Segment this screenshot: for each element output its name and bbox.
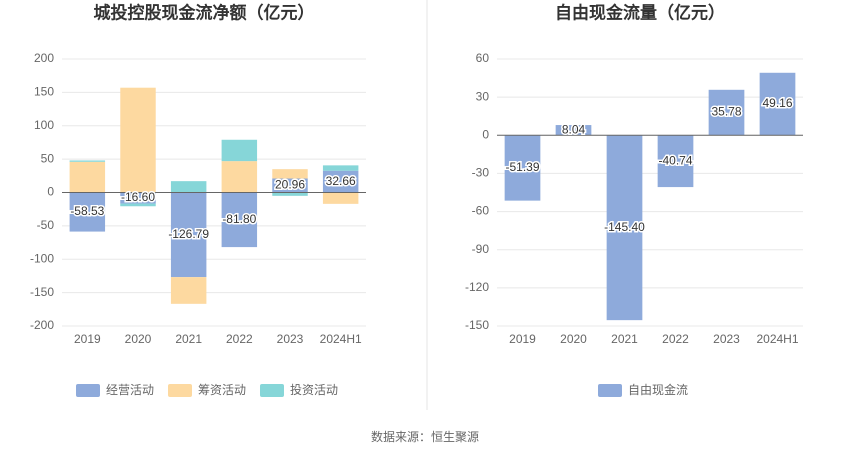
legend-swatch bbox=[168, 384, 192, 397]
y-tick-label: 50 bbox=[41, 151, 55, 165]
bar bbox=[69, 192, 106, 232]
bar bbox=[322, 192, 359, 204]
x-tick-label: 2023 bbox=[713, 332, 740, 346]
bar bbox=[170, 181, 207, 193]
bar bbox=[322, 170, 359, 193]
x-tick-label: 2024H1 bbox=[756, 332, 798, 346]
bar bbox=[69, 160, 106, 162]
x-tick-label: 2021 bbox=[611, 332, 638, 346]
legend-label: 投资活动 bbox=[290, 382, 338, 397]
bar bbox=[759, 72, 796, 136]
y-tick-label: -150 bbox=[30, 285, 54, 299]
value-label: 35.78 bbox=[711, 105, 741, 119]
bar bbox=[120, 203, 156, 207]
value-label: -145.40 bbox=[604, 220, 645, 234]
bar bbox=[272, 192, 308, 196]
y-tick-label: 100 bbox=[34, 118, 54, 132]
value-label: -16.60 bbox=[121, 190, 155, 204]
legend-label: 经营活动 bbox=[106, 383, 154, 397]
x-tick-label: 2020 bbox=[560, 332, 587, 346]
y-tick-label: -60 bbox=[472, 204, 490, 218]
legend-swatch bbox=[260, 384, 284, 397]
legend-swatch bbox=[76, 384, 100, 397]
y-tick-label: 0 bbox=[482, 127, 489, 141]
value-label: -126.79 bbox=[168, 227, 209, 241]
value-label: 49.16 bbox=[762, 96, 792, 110]
x-tick-label: 2021 bbox=[175, 332, 202, 346]
chart-title: 城投控股现金流净额（亿元） bbox=[94, 2, 315, 22]
bar bbox=[120, 87, 156, 193]
x-tick-label: 2019 bbox=[74, 332, 101, 346]
bar bbox=[555, 125, 592, 136]
x-tick-label: 2023 bbox=[277, 332, 304, 346]
x-tick-label: 2022 bbox=[226, 332, 253, 346]
value-label: -58.53 bbox=[70, 204, 104, 218]
bar bbox=[120, 192, 156, 204]
value-label: -51.39 bbox=[505, 160, 539, 174]
bar bbox=[504, 135, 541, 201]
bar bbox=[657, 135, 694, 188]
value-label: 32.66 bbox=[326, 174, 356, 188]
bar bbox=[170, 192, 207, 278]
bar bbox=[272, 169, 308, 179]
bar bbox=[606, 135, 643, 321]
x-tick-label: 2020 bbox=[125, 332, 152, 346]
bar bbox=[69, 161, 106, 193]
y-tick-label: -200 bbox=[30, 318, 54, 332]
source: 数据来源：恒生聚源 bbox=[371, 429, 479, 444]
x-tick-label: 2019 bbox=[509, 332, 536, 346]
bar bbox=[221, 139, 258, 162]
y-tick-label: -100 bbox=[30, 251, 54, 265]
y-tick-label: 60 bbox=[476, 51, 490, 65]
x-tick-label: 2024H1 bbox=[320, 332, 362, 346]
value-label: 8.04 bbox=[562, 122, 586, 136]
legend-swatch bbox=[598, 384, 622, 397]
value-label: -40.74 bbox=[658, 153, 692, 167]
x-tick-label: 2022 bbox=[662, 332, 689, 346]
value-label: -81.80 bbox=[222, 212, 256, 226]
bar bbox=[221, 192, 258, 248]
y-tick-label: -30 bbox=[472, 166, 490, 180]
y-tick-label: 150 bbox=[34, 85, 54, 99]
bar bbox=[170, 277, 207, 304]
y-tick-label: 0 bbox=[47, 185, 54, 199]
y-tick-label: -120 bbox=[465, 280, 489, 294]
value-label: 20.96 bbox=[275, 178, 305, 192]
y-tick-label: -50 bbox=[37, 218, 55, 232]
y-tick-label: 30 bbox=[476, 89, 490, 103]
chart-title: 自由现金流量（亿元） bbox=[555, 2, 725, 22]
bar bbox=[272, 178, 308, 193]
legend-label: 筹资活动 bbox=[198, 383, 246, 397]
bar bbox=[708, 89, 745, 136]
bar bbox=[322, 165, 359, 171]
y-tick-label: 200 bbox=[34, 51, 54, 65]
legend-label: 自由现金流 bbox=[628, 382, 688, 397]
y-tick-label: -90 bbox=[472, 242, 490, 256]
y-tick-label: -150 bbox=[465, 318, 489, 332]
bar bbox=[221, 161, 258, 193]
